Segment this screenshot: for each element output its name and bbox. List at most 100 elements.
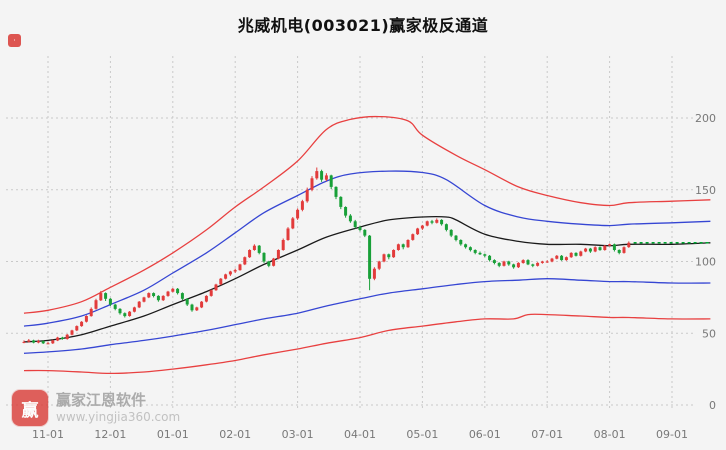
- candle-body: [555, 255, 559, 259]
- mini-logo-glyph: ·: [13, 35, 16, 45]
- candle-body: [440, 219, 444, 225]
- candle-body: [276, 250, 280, 259]
- candle-body: [569, 252, 573, 258]
- candle-body: [224, 274, 228, 279]
- candle-body: [468, 247, 472, 251]
- x-axis-label: 02-01: [219, 428, 251, 441]
- candle-body: [396, 244, 400, 250]
- candle-body: [176, 288, 180, 294]
- candle-body: [579, 251, 583, 256]
- watermark-text: 赢家江恩软件 www.yingjia360.com: [56, 391, 180, 425]
- x-axis-label: 01-01: [157, 428, 189, 441]
- candle-body: [531, 264, 535, 266]
- candle-body: [41, 341, 45, 344]
- candle-body: [464, 244, 468, 248]
- candle-body: [478, 252, 482, 255]
- candle-body: [272, 258, 276, 266]
- candle-body: [123, 313, 127, 317]
- candle-body: [36, 341, 40, 343]
- y-axis-label: 50: [702, 327, 716, 340]
- candle-body: [392, 250, 396, 258]
- candle-body: [161, 295, 165, 301]
- candle-body: [228, 271, 232, 275]
- brand-logo-icon: 赢: [12, 390, 48, 426]
- candle-body: [296, 209, 300, 219]
- candle-body: [363, 229, 367, 236]
- candle-body: [353, 221, 357, 227]
- y-axis-label: 0: [709, 399, 716, 412]
- candle-body: [300, 201, 304, 210]
- candle-body: [483, 254, 487, 256]
- x-axis-label: 09-01: [656, 428, 688, 441]
- candle-body: [32, 340, 36, 343]
- candle-body: [617, 250, 621, 253]
- candle-body: [473, 250, 477, 253]
- candle-body: [387, 254, 391, 258]
- candle-body: [171, 288, 175, 292]
- candle-body: [118, 308, 122, 314]
- candle-body: [128, 311, 132, 316]
- candle-body: [454, 235, 458, 240]
- candle-body: [214, 284, 218, 291]
- candle-body: [372, 268, 376, 279]
- candle-body: [512, 264, 516, 268]
- brand-name: 赢家江恩软件: [56, 391, 147, 410]
- candle-body: [588, 248, 592, 252]
- candle-body: [185, 298, 189, 305]
- candle-body: [574, 252, 578, 256]
- candle-body: [444, 224, 448, 230]
- candle-body: [152, 293, 156, 296]
- candle-body: [382, 254, 386, 262]
- candle-body: [113, 304, 117, 309]
- channel-inner-upper-blue: [23, 170, 711, 327]
- candle-body: [420, 225, 424, 229]
- mini-logo-icon: ·: [8, 34, 21, 47]
- candle-body: [65, 334, 69, 339]
- candle-body: [108, 298, 112, 305]
- candle-body: [219, 278, 223, 285]
- candle-body: [344, 207, 348, 216]
- candle-body: [137, 301, 141, 308]
- candle-body: [416, 228, 420, 235]
- candle-body: [339, 196, 343, 207]
- candle-body: [132, 307, 136, 312]
- x-axis-label: 04-01: [344, 428, 376, 441]
- candle-body: [435, 219, 439, 223]
- candle-body: [502, 261, 506, 266]
- candle-body: [536, 262, 540, 266]
- candle-body: [56, 337, 60, 341]
- candle-body: [406, 240, 410, 248]
- candle-body: [252, 245, 256, 250]
- candle-body: [315, 171, 319, 179]
- candlesticks: [22, 167, 631, 345]
- candle-body: [320, 171, 324, 180]
- channel-lines: [23, 115, 711, 375]
- candle-body: [603, 245, 607, 250]
- candle-body: [622, 247, 626, 253]
- candle-body: [142, 297, 146, 302]
- candle-body: [430, 221, 434, 223]
- candle-body: [262, 252, 266, 262]
- candle-body: [46, 343, 50, 345]
- candle-body: [401, 244, 405, 248]
- candle-body: [545, 261, 549, 263]
- candle-body: [147, 293, 151, 298]
- candle-body: [492, 260, 496, 263]
- candle-body: [334, 186, 338, 197]
- channel-inner-lower-blue: [23, 278, 711, 354]
- candle-body: [612, 244, 616, 250]
- candle-body: [329, 175, 333, 187]
- candle-body: [22, 341, 26, 343]
- x-axis-label: 06-01: [469, 428, 501, 441]
- candle-body: [377, 261, 381, 269]
- candle-body: [291, 218, 295, 229]
- candle-body: [627, 242, 631, 248]
- candle-body: [521, 260, 525, 263]
- candle-body: [281, 240, 285, 250]
- candle-body: [598, 247, 602, 251]
- channel-outer-upper-red: [23, 115, 711, 314]
- candle-body: [584, 248, 588, 252]
- chart-title: 兆威机电(003021)赢家极反通道: [237, 16, 489, 35]
- candle-body: [324, 175, 328, 180]
